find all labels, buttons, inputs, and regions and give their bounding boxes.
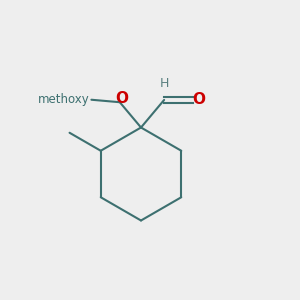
Text: O: O (193, 92, 206, 107)
Text: methoxy: methoxy (38, 93, 90, 106)
Text: O: O (115, 91, 128, 106)
Text: H: H (160, 77, 169, 90)
